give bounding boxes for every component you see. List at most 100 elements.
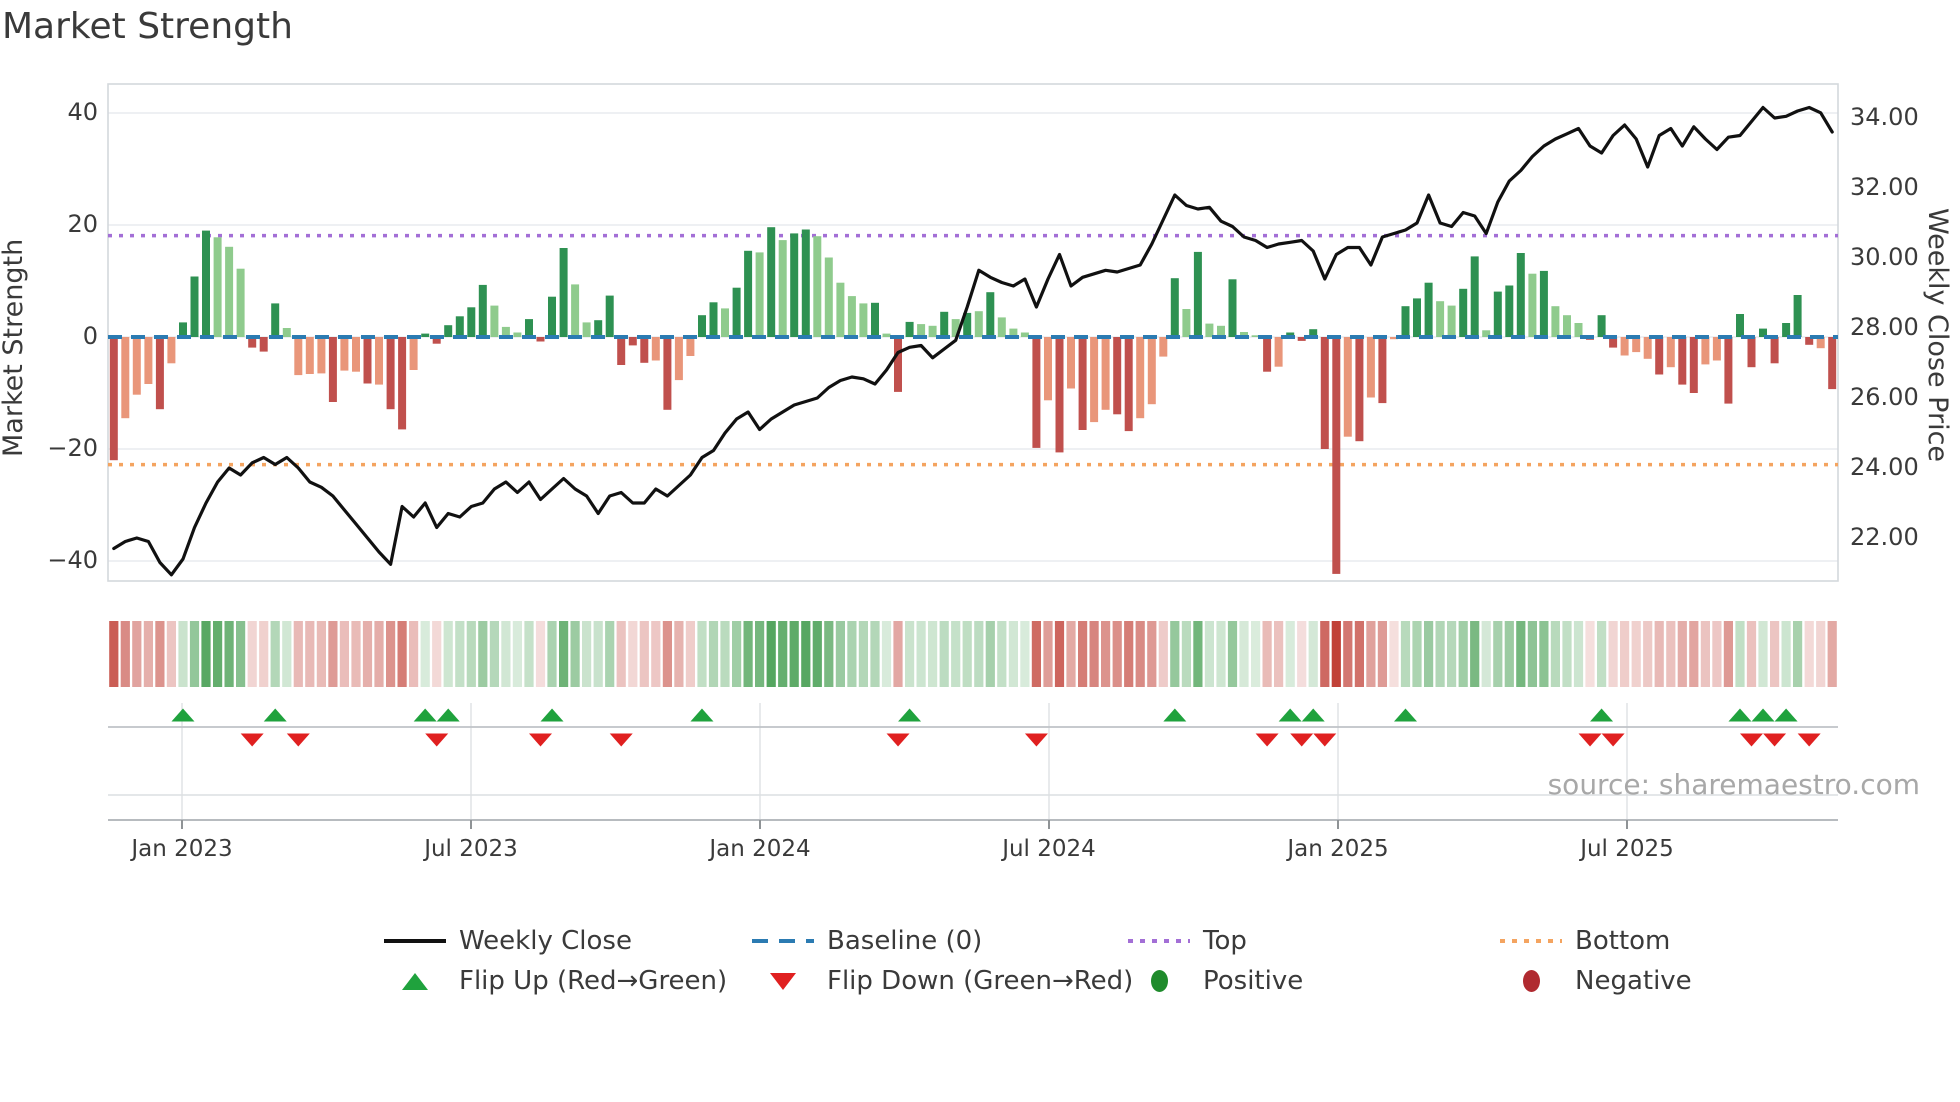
heatmap-cell: [801, 621, 811, 687]
strength-bar: [409, 337, 418, 370]
heatmap-cell: [1170, 621, 1180, 687]
heatmap-cell: [443, 621, 453, 687]
heatmap-cell: [1793, 621, 1803, 687]
flip-up-marker: [1751, 708, 1775, 722]
strength-bar: [501, 326, 510, 337]
strength-bar: [963, 312, 972, 337]
strength-bar: [1366, 337, 1375, 398]
heatmap-cell: [1597, 621, 1607, 687]
legend-label: Negative: [1575, 966, 1692, 996]
strength-bar: [559, 248, 568, 337]
x-axis-tick-label: Jul 2025: [1580, 836, 1674, 862]
strength-bar: [340, 337, 349, 371]
heatmap-cell: [1758, 621, 1768, 687]
right-axis-tick-label: 34.00: [1850, 103, 1919, 131]
heatmap-cell: [236, 621, 246, 687]
strength-bar: [1297, 337, 1306, 341]
heatmap-cell: [270, 621, 280, 687]
x-axis-tick-label: Jan 2023: [131, 836, 233, 862]
strength-bar: [1551, 306, 1560, 337]
heatmap-cell: [213, 621, 223, 687]
left-axis-tick-label: 20: [67, 210, 98, 238]
heatmap-cell: [1735, 621, 1745, 687]
strength-bar: [824, 257, 833, 337]
strength-bar: [1724, 337, 1733, 404]
strength-bar: [444, 325, 453, 337]
strength-bar: [986, 292, 995, 337]
heatmap-cell: [1827, 621, 1837, 687]
flip-down-marker: [1601, 733, 1625, 747]
heatmap-cell: [178, 621, 188, 687]
flip-up-triangle-icon: [384, 972, 446, 990]
right-axis-tick-label: 24.00: [1850, 453, 1919, 481]
flip-down-marker: [1797, 733, 1821, 747]
heatmap-cell: [547, 621, 557, 687]
strength-bar: [1343, 337, 1352, 437]
heatmap-cell: [1770, 621, 1780, 687]
heatmap-cell: [685, 621, 695, 687]
heatmap-cell: [1193, 621, 1203, 687]
heatmap-cell: [155, 621, 165, 687]
heatmap-cell: [1424, 621, 1434, 687]
strength-bar: [478, 284, 487, 337]
heatmap-cell: [1297, 621, 1307, 687]
flip-down-marker: [1740, 733, 1763, 747]
heatmap-cell: [259, 621, 269, 687]
heatmap-cell: [743, 621, 753, 687]
heatmap-cell: [224, 621, 234, 687]
strength-bar: [1643, 337, 1652, 359]
heatmap-cell: [1527, 621, 1537, 687]
flip-up-marker: [540, 708, 564, 722]
strength-bar: [1482, 330, 1491, 337]
heatmap-cell: [293, 621, 303, 687]
heatmap-cell: [593, 621, 603, 687]
strength-bar: [1055, 337, 1064, 453]
heatmap-cell: [1539, 621, 1549, 687]
heatmap-cell: [1227, 621, 1238, 687]
left-axis-tick-label: 40: [67, 98, 98, 126]
heatmap-cell: [628, 621, 638, 687]
flip-down-marker: [1313, 733, 1337, 747]
heatmap-cell: [720, 621, 730, 687]
strength-bar: [813, 236, 822, 337]
positive-dot-icon: [1128, 970, 1190, 992]
legend-label: Bottom: [1575, 926, 1671, 956]
flip-up-marker: [263, 708, 287, 722]
flip-up-marker: [171, 708, 195, 722]
strength-bar: [352, 337, 360, 372]
heatmap-cell: [732, 621, 742, 687]
heatmap-cell: [1008, 621, 1018, 687]
strength-bar: [1413, 298, 1421, 337]
left-axis-tick-label: −40: [47, 546, 98, 574]
strength-bar: [1632, 337, 1641, 353]
strength-bar: [1263, 337, 1272, 372]
strength-bar: [1320, 337, 1329, 449]
strength-bar: [1712, 337, 1721, 361]
negative-dot-icon: [1500, 970, 1562, 992]
heatmap-cell: [1700, 621, 1710, 687]
heatmap-cell: [1066, 621, 1076, 687]
heatmap-cell: [1389, 621, 1399, 687]
strength-bar: [836, 282, 845, 337]
strength-bar: [1124, 337, 1133, 432]
plot-border: [107, 83, 1839, 582]
strength-bar: [859, 303, 868, 337]
heatmap-cell: [1573, 621, 1584, 687]
heatmap-cell: [1204, 621, 1214, 687]
strength-bar: [628, 337, 637, 346]
heatmap-cell: [1723, 621, 1733, 687]
strength-bar: [882, 333, 891, 337]
heatmap-cell: [708, 621, 719, 687]
flip-up-marker: [1590, 708, 1614, 722]
strength-bar: [709, 302, 718, 337]
strength-bar: [121, 337, 130, 419]
top-dotted-icon: [1128, 939, 1190, 943]
heatmap-cell: [351, 621, 361, 687]
flip-up-marker: [898, 708, 922, 722]
heatmap-cell: [951, 621, 961, 687]
heatmap-cell: [282, 621, 292, 687]
heatmap-cell: [466, 621, 476, 687]
heatmap-cell: [916, 621, 926, 687]
heatmap-cell: [420, 621, 430, 687]
strength-bar: [1516, 253, 1525, 337]
